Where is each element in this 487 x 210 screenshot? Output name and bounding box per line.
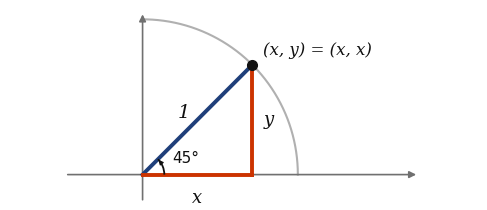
Text: 1: 1 [177,105,189,122]
Text: y: y [263,111,273,129]
Text: x: x [192,189,203,207]
Text: (x, y) = (x, x): (x, y) = (x, x) [263,42,372,59]
Text: 45°: 45° [172,151,199,166]
